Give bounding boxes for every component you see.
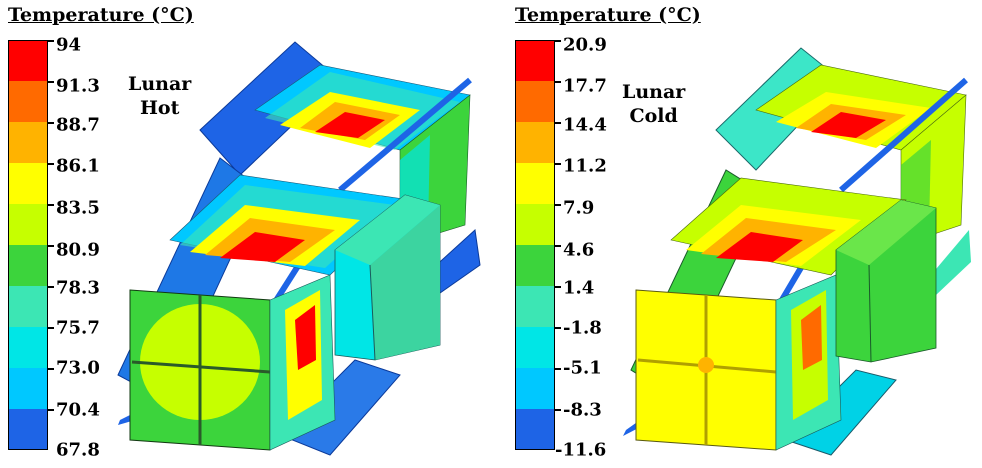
case-label-line2: Cold <box>629 105 678 127</box>
scale-tick-label: 83.5 <box>56 197 100 219</box>
scale-swatch <box>515 81 555 122</box>
scale-tick-label: -5.1 <box>563 357 602 379</box>
scale-swatch <box>515 409 555 450</box>
scale-swatch <box>515 122 555 163</box>
scale-tick-label: -11.6 <box>555 439 607 461</box>
scale-tick-label: 75.7 <box>56 317 100 339</box>
scale-swatch <box>8 40 48 81</box>
scale-tick-label: 88.7 <box>56 114 100 136</box>
scale-swatch <box>8 286 48 327</box>
scale-tick-label: 11.2 <box>563 155 607 177</box>
scale-tick-label: 70.4 <box>56 399 100 421</box>
color-scale <box>515 40 555 450</box>
color-scale <box>8 40 48 450</box>
scale-tick-label: 73.0 <box>56 357 100 379</box>
scale-tick-label: 78.3 <box>56 277 100 299</box>
scale-tick-label: 80.9 <box>56 239 100 261</box>
case-label: Lunar Cold <box>622 80 685 128</box>
scale-tick-label: 14.4 <box>563 114 607 136</box>
thermal-model-cold <box>623 47 971 456</box>
panel-lunar-hot: Temperature (°C) 94 91.3 88.7 86.1 83.5 … <box>8 4 481 461</box>
scale-swatch <box>8 327 48 368</box>
case-label: Lunar Hot <box>128 72 191 120</box>
legend-title: Temperature (°C) <box>515 4 701 26</box>
scale-swatch <box>8 245 48 286</box>
legend-title: Temperature (°C) <box>8 4 194 26</box>
thermal-model-hot <box>117 41 481 456</box>
scale-tick-label: 94 <box>56 34 82 56</box>
case-label-line1: Lunar <box>128 73 192 95</box>
scale-swatch <box>515 327 555 368</box>
scale-swatch <box>515 40 555 81</box>
scale-swatch <box>8 122 48 163</box>
scale-tick-label: 7.9 <box>563 197 595 219</box>
scale-swatch <box>515 368 555 409</box>
scale-swatch <box>8 81 48 122</box>
scale-tick-label: 17.7 <box>563 75 607 97</box>
scale-swatch <box>515 286 555 327</box>
scale-swatch <box>515 204 555 245</box>
case-label-line1: Lunar <box>622 81 686 103</box>
scale-swatch <box>8 409 48 450</box>
scale-swatch <box>8 163 48 204</box>
scale-tick-label: 86.1 <box>56 155 100 177</box>
scale-tick-label: -8.3 <box>563 399 602 421</box>
panel-lunar-cold: Temperature (°C) 20.9 17.7 14.4 11.2 7.9… <box>491 0 982 468</box>
scale-swatch <box>515 163 555 204</box>
scale-tick-label: 4.6 <box>563 239 595 261</box>
scale-tick-label: 20.9 <box>563 34 607 56</box>
scale-tick-label: 91.3 <box>56 75 100 97</box>
scale-tick-label: 1.4 <box>563 277 595 299</box>
scale-swatch <box>8 368 48 409</box>
scale-tick-label: -1.8 <box>563 317 602 339</box>
scale-swatch <box>8 204 48 245</box>
scale-tick-label: 67.8 <box>56 439 100 461</box>
scale-swatch <box>515 245 555 286</box>
case-label-line2: Hot <box>139 97 180 119</box>
